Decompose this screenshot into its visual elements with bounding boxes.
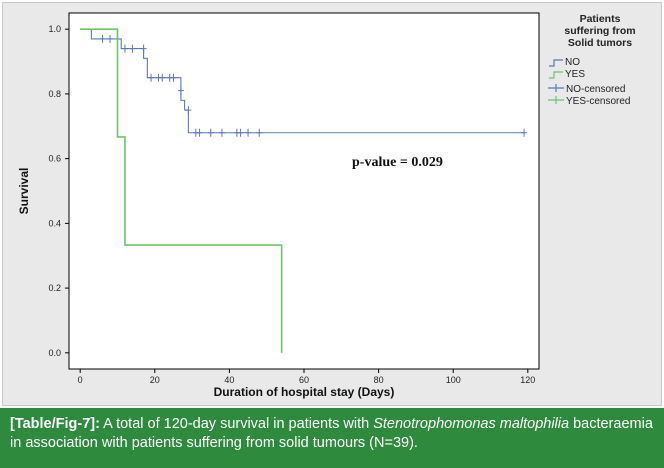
survival-curve-yes bbox=[80, 28, 283, 353]
legend-swatch-yes bbox=[549, 71, 563, 79]
censor-mark-no-18 bbox=[245, 128, 252, 137]
censor-mark-no-10 bbox=[177, 86, 184, 95]
censor-mark-no-4 bbox=[140, 44, 147, 53]
censor-mark-no-0 bbox=[99, 34, 106, 43]
y-axis: 0.0 0.2 0.4 0.6 0.8 1.0 bbox=[48, 24, 69, 358]
censor-mark-no-20 bbox=[521, 128, 528, 137]
plot-area bbox=[68, 12, 540, 370]
x-tick-label-3: 60 bbox=[299, 375, 309, 385]
censor-mark-no-1 bbox=[107, 34, 114, 43]
legend-swatch-yes-censored bbox=[548, 96, 564, 104]
y-tick-label-5: 1.0 bbox=[48, 24, 61, 34]
censor-mark-no-13 bbox=[196, 128, 203, 137]
y-tick-label-2: 0.4 bbox=[48, 218, 61, 228]
survival-curves bbox=[80, 28, 528, 353]
chart-panel: 0 20 40 60 80 100 120 0.0 0.2 0.4 0.6 0.8 1.0 Durat… bbox=[2, 2, 662, 406]
legend-swatch-no bbox=[549, 59, 563, 67]
legend-label-no: NO bbox=[565, 57, 580, 68]
x-axis: 0 20 40 60 80 100 120 bbox=[78, 369, 535, 385]
y-tick-label-3: 0.6 bbox=[48, 154, 61, 164]
censor-mark-no-2 bbox=[121, 44, 128, 53]
x-tick-label-6: 120 bbox=[520, 375, 535, 385]
censor-mark-no-7 bbox=[159, 73, 166, 82]
censor-mark-no-3 bbox=[129, 44, 136, 53]
y-tick-label-1: 0.2 bbox=[48, 283, 61, 293]
x-tick-label-2: 40 bbox=[224, 375, 234, 385]
legend-label-yes-censored: YES-censored bbox=[566, 96, 630, 107]
censor-mark-no-19 bbox=[256, 128, 263, 137]
censor-mark-no-17 bbox=[237, 128, 244, 137]
caption-text-after: bacteraemia in association with patients… bbox=[10, 416, 653, 451]
legend-title-line-1: Patients bbox=[580, 13, 621, 25]
censor-mark-no-15 bbox=[218, 128, 225, 137]
legend-title-line-2: suffering from bbox=[564, 25, 635, 37]
legend: Patients suffering from Solid tumors NO … bbox=[548, 13, 636, 107]
caption-label: [Table/Fig-7]: bbox=[10, 416, 100, 432]
caption-text-before: A total of 120-day survival in patients … bbox=[99, 416, 374, 432]
x-tick-label-1: 20 bbox=[150, 375, 160, 385]
censor-mark-no-9 bbox=[170, 73, 177, 82]
x-axis-title: Duration of hospital stay (Days) bbox=[214, 385, 395, 399]
censor-mark-no-14 bbox=[207, 128, 214, 137]
legend-swatch-no-censored bbox=[548, 84, 564, 92]
caption-organism-name: Stenotrophomonas maltophilia bbox=[373, 416, 570, 432]
legend-title-line-3: Solid tumors bbox=[568, 37, 632, 49]
p-value-annotation: p-value = 0.029 bbox=[352, 155, 443, 170]
censor-mark-no-11 bbox=[185, 106, 192, 115]
y-axis-title: Survival bbox=[17, 168, 31, 215]
x-tick-label-4: 80 bbox=[374, 375, 384, 385]
survival-chart: 0 20 40 60 80 100 120 0.0 0.2 0.4 0.6 0.8 1.0 Durat… bbox=[17, 12, 636, 399]
legend-label-no-censored: NO-censored bbox=[566, 84, 625, 95]
legend-label-yes: YES bbox=[565, 69, 585, 80]
x-tick-label-5: 100 bbox=[446, 375, 461, 385]
figure-caption: [Table/Fig-7]: A total of 120-day surviv… bbox=[0, 408, 664, 468]
censor-mark-no-5 bbox=[148, 73, 155, 82]
y-tick-label-4: 0.8 bbox=[48, 89, 61, 99]
y-tick-label-0: 0.0 bbox=[48, 348, 61, 358]
x-tick-label-0: 0 bbox=[78, 375, 83, 385]
